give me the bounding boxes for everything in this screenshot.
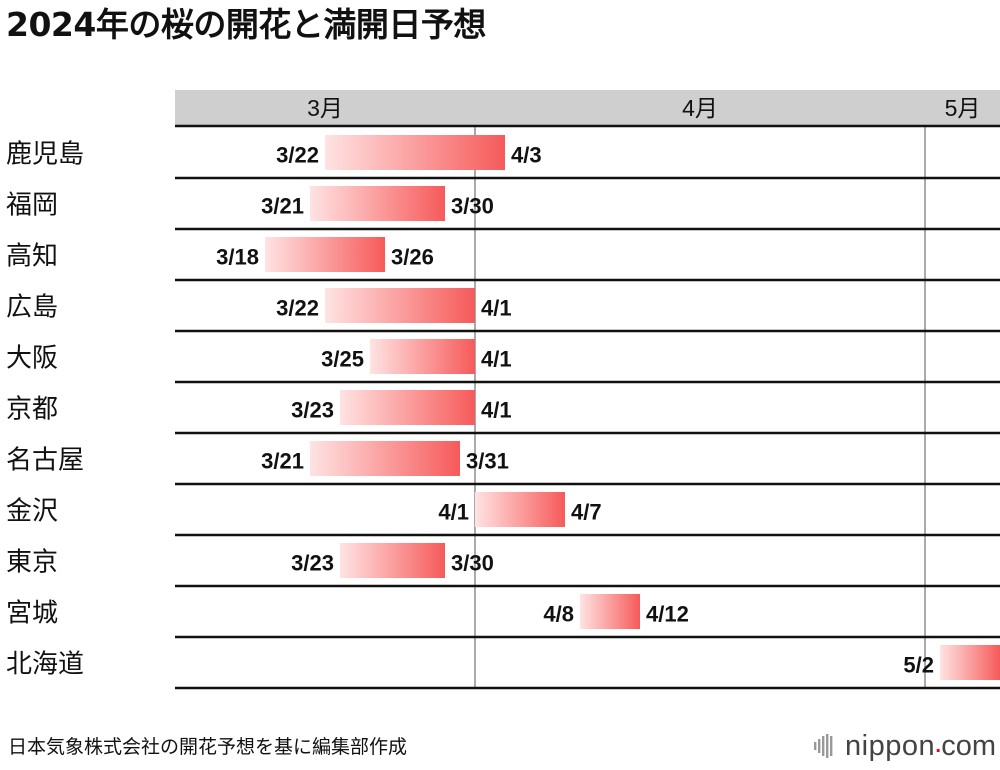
city-label: 名古屋 — [6, 445, 84, 475]
range-bar — [310, 186, 445, 221]
range-bar — [325, 288, 475, 323]
full-bloom-date-label: 4/12 — [646, 602, 689, 627]
range-bar — [340, 390, 475, 425]
sakura-forecast-chart: 3月 4月 5月 鹿児島 3/22 4/3 福岡 3/21 3/30 高知 3/18 3/26 広島 3… — [6, 90, 1000, 690]
city-label: 福岡 — [6, 190, 58, 220]
range-bar — [580, 594, 640, 629]
month-label: 3月 — [307, 95, 343, 121]
bloom-date-label: 3/18 — [216, 245, 259, 270]
month-label: 4月 — [682, 95, 718, 121]
city-label: 京都 — [6, 394, 58, 424]
city-label: 北海道 — [6, 649, 84, 679]
range-bar — [310, 441, 460, 476]
bloom-date-label: 3/23 — [291, 398, 334, 423]
chart-title: 2024年の桜の開花と満開日予想 — [6, 5, 486, 44]
bloom-date-label: 3/22 — [276, 296, 319, 321]
full-bloom-date-label: 4/3 — [511, 143, 542, 168]
source-note: 日本気象株式会社の開花予想を基に編集部作成 — [8, 736, 408, 758]
nippon-logo-mark-icon — [814, 734, 833, 758]
full-bloom-date-label: 4/1 — [481, 296, 512, 321]
bloom-date-label: 3/22 — [276, 143, 319, 168]
full-bloom-date-label: 4/7 — [571, 500, 602, 525]
month-header-band — [175, 90, 1000, 126]
city-label: 金沢 — [6, 496, 58, 526]
range-bar — [370, 339, 475, 374]
city-label: 宮城 — [6, 598, 58, 628]
full-bloom-date-label: 3/30 — [451, 194, 494, 219]
full-bloom-date-label: 3/31 — [466, 449, 509, 474]
range-bar — [340, 543, 445, 578]
bloom-date-label: 3/21 — [261, 449, 304, 474]
full-bloom-date-label: 4/1 — [481, 398, 512, 423]
month-label: 5月 — [945, 95, 981, 121]
full-bloom-date-label: 4/1 — [481, 347, 512, 372]
range-bar — [265, 237, 385, 272]
bloom-date-label: 3/25 — [321, 347, 364, 372]
bloom-date-label: 3/23 — [291, 551, 334, 576]
bloom-date-label: 4/1 — [438, 500, 469, 525]
logo-tld: com — [941, 729, 996, 762]
range-bar — [940, 645, 1000, 680]
city-label: 高知 — [6, 241, 58, 271]
city-label: 東京 — [6, 547, 58, 577]
city-label: 広島 — [6, 292, 58, 322]
range-bar — [475, 492, 565, 527]
bloom-date-label: 4/8 — [543, 602, 574, 627]
city-label: 鹿児島 — [6, 139, 84, 169]
city-label: 大阪 — [6, 343, 58, 373]
logo-name: nippon — [845, 729, 936, 762]
full-bloom-date-label: 3/26 — [391, 245, 434, 270]
logo-dot: . — [935, 736, 942, 756]
full-bloom-date-label: 3/30 — [451, 551, 494, 576]
bloom-date-label: 5/2 — [903, 653, 934, 678]
range-bar — [325, 135, 505, 170]
bloom-date-label: 3/21 — [261, 194, 304, 219]
nippon-logo[interactable]: nippon. com — [813, 729, 996, 763]
